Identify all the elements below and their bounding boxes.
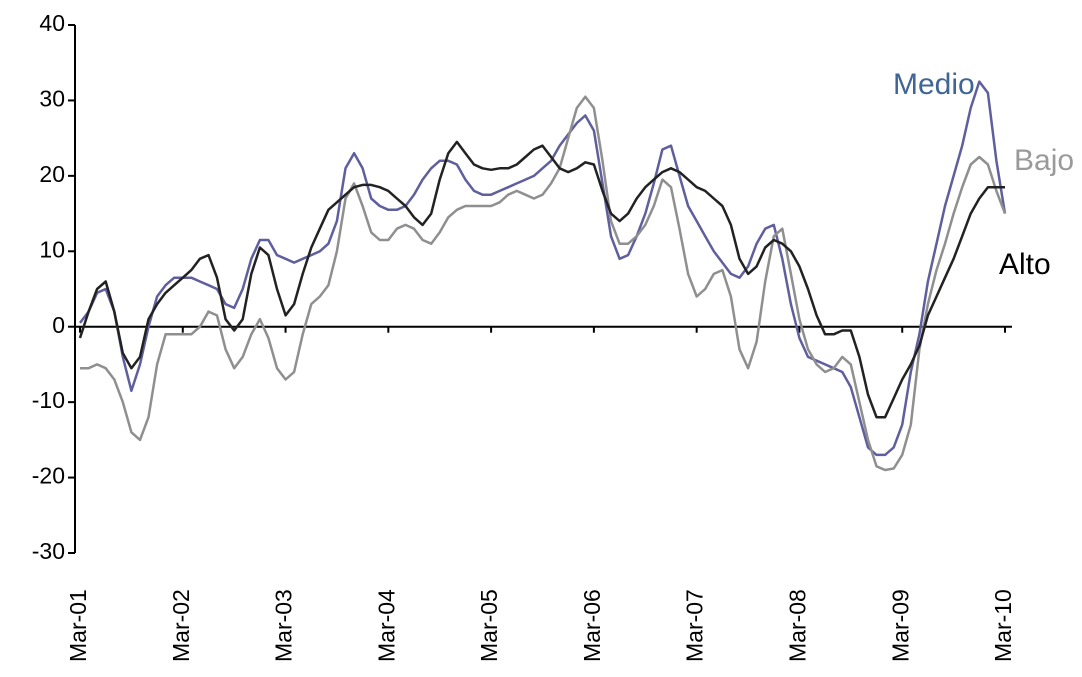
x-tick-label: Mar-07 <box>682 589 708 662</box>
y-tick-label: 40 <box>39 10 65 36</box>
y-tick-label: -10 <box>32 387 65 413</box>
y-tick-label: 20 <box>39 161 65 187</box>
x-tick-label: Mar-05 <box>476 589 502 662</box>
x-tick-label: Mar-09 <box>887 589 913 662</box>
x-tick-label: Mar-03 <box>271 589 297 662</box>
y-tick-label: -20 <box>32 463 65 489</box>
series-label: Bajo <box>1014 144 1074 177</box>
x-tick-label: Mar-10 <box>990 589 1016 662</box>
series-line <box>78 140 1005 419</box>
x-tick-label: Mar-04 <box>373 589 399 662</box>
x-tick-label: Mar-01 <box>65 589 91 662</box>
series-label: Medio <box>893 68 975 101</box>
y-tick-label: -30 <box>32 538 65 564</box>
y-tick-label: 0 <box>52 312 65 338</box>
x-tick-label: Mar-08 <box>785 589 811 662</box>
x-tick-label: Mar-02 <box>168 589 194 662</box>
y-tick-label: 10 <box>39 236 65 262</box>
series-line <box>80 95 1007 472</box>
x-tick-label: Mar-06 <box>579 589 605 662</box>
series-label: Alto <box>999 248 1051 281</box>
series-line <box>79 80 1007 457</box>
y-tick-label: 30 <box>39 86 65 112</box>
